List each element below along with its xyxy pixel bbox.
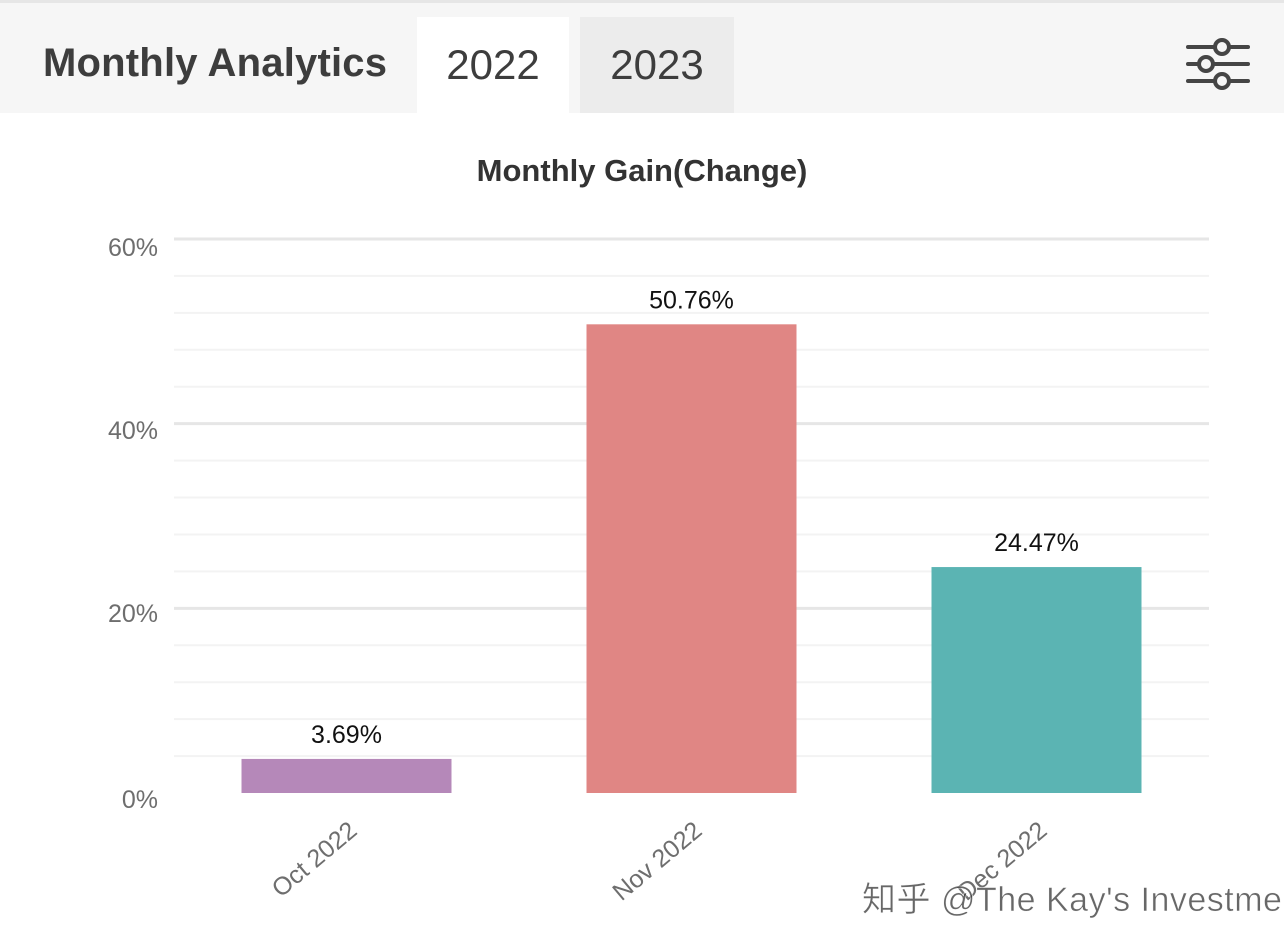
data-label: 50.76% [649, 286, 734, 314]
tab-2023[interactable]: 2023 [580, 17, 734, 113]
x-tick-label: Oct 2022 [267, 816, 363, 903]
bars [241, 324, 1142, 793]
data-label: 3.69% [311, 721, 382, 749]
watermark: 知乎 @The Kay's Investment [862, 881, 1284, 920]
sliders-icon [1186, 38, 1250, 90]
top-bar: Monthly Analytics 2022 2023 [0, 0, 1284, 113]
monthly-gain-chart: Monthly Gain(Change) 0% 20% 40% 60% 3.69% 50… [108, 153, 1209, 906]
filter-button[interactable] [1184, 34, 1250, 94]
data-labels: 3.69% 50.76% 24.47% [311, 286, 1079, 749]
page-title: Monthly Analytics [43, 41, 388, 85]
bar-oct-2022 [241, 758, 452, 793]
bar-nov-2022 [586, 324, 797, 793]
data-label: 24.47% [994, 529, 1079, 557]
tab-2022[interactable]: 2022 [417, 17, 569, 113]
y-tick-label: 20% [108, 600, 158, 628]
y-tick-label: 0% [122, 786, 158, 814]
y-tick-label: 40% [108, 417, 158, 445]
chart-title: Monthly Gain(Change) [477, 153, 808, 188]
x-tick-label: Nov 2022 [607, 816, 707, 906]
bar-dec-2022 [931, 567, 1142, 793]
y-axis: 0% 20% 40% 60% [108, 234, 158, 814]
y-tick-label: 60% [108, 234, 158, 262]
